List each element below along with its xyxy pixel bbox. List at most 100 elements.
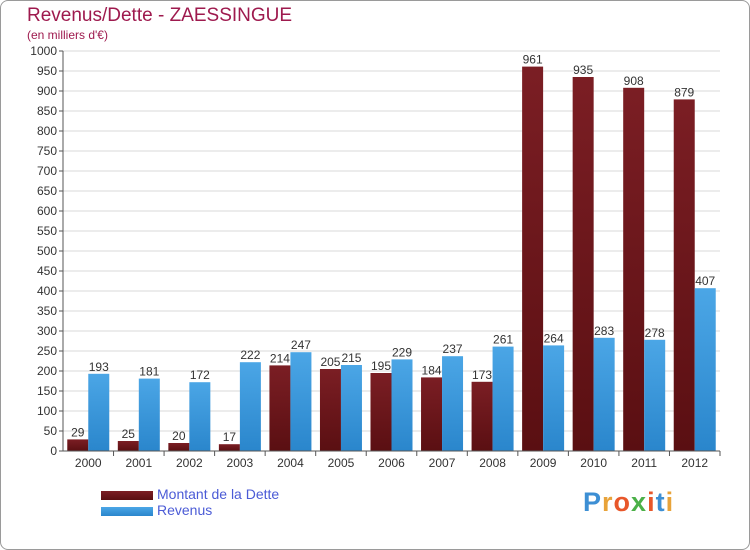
y-tick-label: 650 [37,184,57,198]
y-tick-label: 750 [37,144,57,158]
data-label: 25 [122,427,136,441]
debt-bar [319,369,341,451]
data-label: 261 [493,333,513,347]
y-tick-label: 400 [37,284,57,298]
revenue-bar [543,345,565,451]
debt-bar [572,77,594,451]
revenue-bar [694,288,716,451]
data-label: 29 [71,425,85,439]
y-tick-label: 200 [37,364,57,378]
x-tick-label: 2008 [479,456,506,470]
data-label: 935 [573,63,593,77]
revenue-bar [492,346,514,451]
y-tick-label: 1000 [30,44,57,58]
data-label: 181 [139,365,159,379]
x-tick-label: 2003 [227,456,254,470]
x-tick-label: 2012 [681,456,708,470]
revenue-bar [442,356,464,451]
data-label: 961 [523,53,543,67]
y-axis: 0 50 100 150 200 250 300 350 400 450 500 550 600 650 7… [30,44,64,458]
y-tick-label: 900 [37,84,57,98]
logo-letter: t [655,487,666,517]
debt-bar [67,439,89,451]
legend-label-debt: Montant de la Dette [157,486,280,502]
revenue-bar [138,378,160,451]
data-label: 193 [89,360,109,374]
logo-letter: i [647,487,656,517]
y-tick-label: 500 [37,244,57,258]
data-label: 205 [320,355,340,369]
x-tick-label: 2004 [277,456,304,470]
y-tick-label: 300 [37,324,57,338]
data-label: 229 [392,345,412,359]
debt-bar [218,444,240,451]
data-label: 407 [695,274,715,288]
x-tick-label: 2011 [631,456,657,470]
data-label: 283 [594,324,614,338]
data-label: 879 [674,85,694,99]
logo-letter: o [613,487,632,517]
revenue-bar [593,337,615,451]
y-tick-label: 600 [37,204,57,218]
x-tick-label: 2006 [378,456,405,470]
debt-bar [522,66,544,451]
data-label: 264 [544,331,564,345]
y-tick-label: 250 [37,344,57,358]
debt-bar [269,365,291,451]
x-tick-label: 2005 [328,456,355,470]
data-label: 195 [371,359,391,373]
data-label: 215 [341,351,361,365]
y-tick-label: 550 [37,224,57,238]
legend-label-revenue: Revenus [157,502,213,518]
data-label: 20 [172,429,186,443]
logo-letter: x [631,487,648,517]
x-tick-label: 2000 [75,456,102,470]
revenue-bar [340,365,362,451]
debt-bar [117,441,139,451]
x-axis: 2000 2001 2002 2003 2004 2005 2006 2007 2008 2009… [63,450,721,470]
debt-bar [673,99,695,452]
logo-letter: r [602,487,614,517]
debt-bar [471,381,493,451]
logo-letter: P [583,487,603,517]
y-tick-label: 150 [37,384,57,398]
chart-title: Revenus/Dette - ZAESSINGUE [27,5,293,26]
revenue-bar [391,359,413,451]
data-label: 214 [270,351,290,365]
revenue-bar [644,339,666,451]
data-label: 173 [472,368,492,382]
x-tick-label: 2009 [530,456,557,470]
revenue-bar [189,382,211,451]
revenue-bar [88,373,110,451]
data-label: 908 [624,74,644,88]
revenue-bar [290,352,312,451]
legend-swatch-revenue [101,507,153,516]
data-label: 184 [422,363,442,377]
debt-bar [168,443,190,451]
data-label: 17 [223,430,237,444]
x-tick-label: 2001 [125,456,152,470]
data-label: 222 [240,348,260,362]
data-label: 172 [190,368,210,382]
revenue-bar [239,362,261,451]
data-label: 278 [645,326,665,340]
y-tick-label: 350 [37,304,57,318]
y-tick-label: 950 [37,64,57,78]
y-tick-label: 50 [44,424,58,438]
legend-swatch-debt [101,491,153,500]
x-tick-label: 2007 [429,456,456,470]
logo-letter: i [665,487,675,517]
x-tick-label: 2002 [176,456,203,470]
y-tick-label: 700 [37,164,57,178]
y-tick-label: 850 [37,104,57,118]
data-label: 237 [443,342,463,356]
y-tick-label: 450 [37,264,57,278]
x-tick-label: 2010 [580,456,607,470]
debt-bar [370,373,392,451]
debt-bar [623,87,645,452]
chart-subtitle: (en milliers d'€) [27,28,108,42]
data-label: 247 [291,338,311,352]
